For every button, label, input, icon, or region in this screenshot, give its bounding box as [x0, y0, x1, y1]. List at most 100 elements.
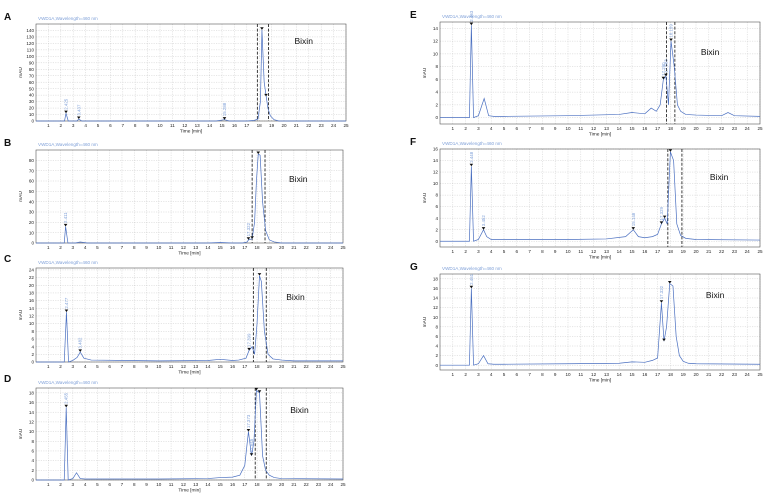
peak-marker: [256, 151, 261, 155]
x-tick-label: 23: [319, 123, 325, 128]
x-tick-label: 20: [281, 123, 287, 128]
x-tick-label: 17: [655, 249, 661, 254]
x-tick-label: 4: [84, 482, 87, 487]
peak-label: 2.463: [469, 10, 474, 22]
x-tick-label: 17: [242, 245, 248, 250]
x-tick-label: 13: [195, 123, 201, 128]
chart-title: VWD1A,Wavelength=460 nm: [38, 260, 98, 265]
y-tick-label: 110: [27, 47, 35, 52]
chart-title: VWD1A,Wavelength=460 nm: [38, 16, 98, 21]
peak-marker: [260, 27, 264, 30]
y-tick-label: 12: [29, 314, 35, 319]
y-tick-label: 0: [435, 115, 438, 120]
x-tick-label: 17: [655, 372, 661, 377]
x-tick-label: 11: [169, 482, 174, 487]
x-tick-label: 14: [207, 123, 213, 128]
y-tick-label: 12: [433, 305, 439, 310]
x-tick-label: 14: [205, 364, 211, 369]
x-tick-label: 21: [291, 364, 297, 369]
plot-frame: [35, 267, 344, 363]
y-tick-label: 16: [433, 147, 439, 152]
y-tick-label: 0: [31, 241, 34, 246]
peak-label: 2.425: [64, 98, 69, 110]
bixin-annotation: Bixin: [701, 47, 720, 57]
x-tick-label: 24: [328, 364, 334, 369]
y-tick-label: 0: [435, 239, 438, 244]
x-tick-label: 9: [554, 126, 557, 131]
x-tick-label: 12: [182, 123, 188, 128]
x-axis-label: Time [min]: [589, 378, 611, 384]
x-tick-label: 24: [328, 245, 334, 250]
y-tick-label: 90: [29, 60, 35, 65]
peak-label: 2.477: [64, 297, 69, 309]
x-axis-label: Time [min]: [178, 251, 200, 257]
peak-marker: [64, 110, 68, 114]
bixin-annotation: Bixin: [289, 174, 308, 184]
y-tick-label: 40: [29, 93, 35, 98]
x-tick-label: 21: [291, 245, 297, 250]
x-tick-label: 9: [554, 372, 557, 377]
x-tick-label: 8: [541, 372, 544, 377]
y-tick-label: 12: [29, 419, 35, 424]
x-axis-label: Time [min]: [178, 488, 200, 494]
y-tick-label: 10: [433, 315, 439, 320]
x-tick-label: 19: [681, 249, 687, 254]
x-tick-label: 10: [156, 245, 162, 250]
peak-marker: [669, 38, 673, 42]
peak-label: 17.583: [663, 59, 668, 73]
x-tick-label: 8: [133, 364, 136, 369]
peak-label: 3.482: [78, 337, 83, 349]
x-tick-label: 14: [617, 249, 623, 254]
chromatogram-trace: [36, 29, 346, 122]
x-tick-label: 1: [47, 245, 50, 250]
x-tick-label: 4: [84, 123, 87, 128]
x-tick-label: 10: [565, 372, 571, 377]
chart-panel-a: A VWD1A,Wavelength=460 nm0102030405060708…: [4, 12, 349, 135]
plot-frame: [439, 273, 761, 371]
x-tick-label: 3: [477, 126, 480, 131]
x-tick-label: 25: [340, 482, 346, 487]
x-tick-label: 21: [291, 482, 297, 487]
peak-marker: [469, 22, 474, 26]
bixin-annotation: Bixin: [706, 290, 725, 300]
peak-label: 18.159: [669, 24, 674, 38]
peak-marker: [64, 309, 69, 313]
x-tick-label: 21: [706, 372, 712, 377]
y-tick-label: 14: [433, 158, 439, 163]
x-tick-label: 23: [732, 249, 738, 254]
peak-marker: [668, 149, 673, 152]
x-tick-label: 20: [693, 372, 699, 377]
chart-panel-b: B VWD1A,Wavelength=460 nm 0 10 20 30 40 50 60 70 8…: [4, 138, 346, 257]
x-tick-label: 20: [279, 482, 285, 487]
x-tick-label: 14: [205, 482, 211, 487]
x-tick-label: 5: [96, 482, 99, 487]
chromatogram-trace: [440, 282, 761, 366]
peak-label: 3.452: [481, 215, 486, 227]
y-tick-label: 16: [433, 286, 439, 291]
y-axis-label: mAU: [18, 428, 24, 439]
peak-label: 2.448: [469, 151, 474, 163]
x-tick-label: 6: [108, 482, 111, 487]
x-tick-label: 15: [629, 249, 635, 254]
x-axis-label: Time [min]: [589, 132, 611, 138]
y-tick-label: 4: [31, 344, 34, 349]
bixin-annotation: Bixin: [295, 36, 314, 46]
x-tick-label: 7: [528, 126, 531, 131]
panel-label: E: [410, 10, 417, 21]
peak-label: 3.437: [76, 104, 81, 116]
y-tick-label: 20: [29, 283, 35, 288]
x-tick-label: 22: [304, 482, 310, 487]
chart-panel-c: C VWD1A,Wavelength=460 nm0246810121416182…: [4, 254, 346, 376]
x-tick-label: 19: [681, 126, 687, 131]
bixin-annotation: Bixin: [286, 292, 305, 302]
peak-marker: [63, 223, 68, 227]
peak-marker: [659, 221, 664, 224]
y-tick-label: 70: [29, 73, 35, 78]
peak-marker: [661, 76, 666, 80]
chart-title: VWD1A,Wavelength=460 nm: [38, 380, 98, 385]
chromatogram-trace: [36, 153, 343, 244]
x-tick-label: 25: [340, 245, 346, 250]
chart-title: VWD1A,Wavelength=460 nm: [442, 141, 502, 146]
x-tick-label: 2: [464, 372, 467, 377]
x-tick-label: 1: [452, 249, 455, 254]
